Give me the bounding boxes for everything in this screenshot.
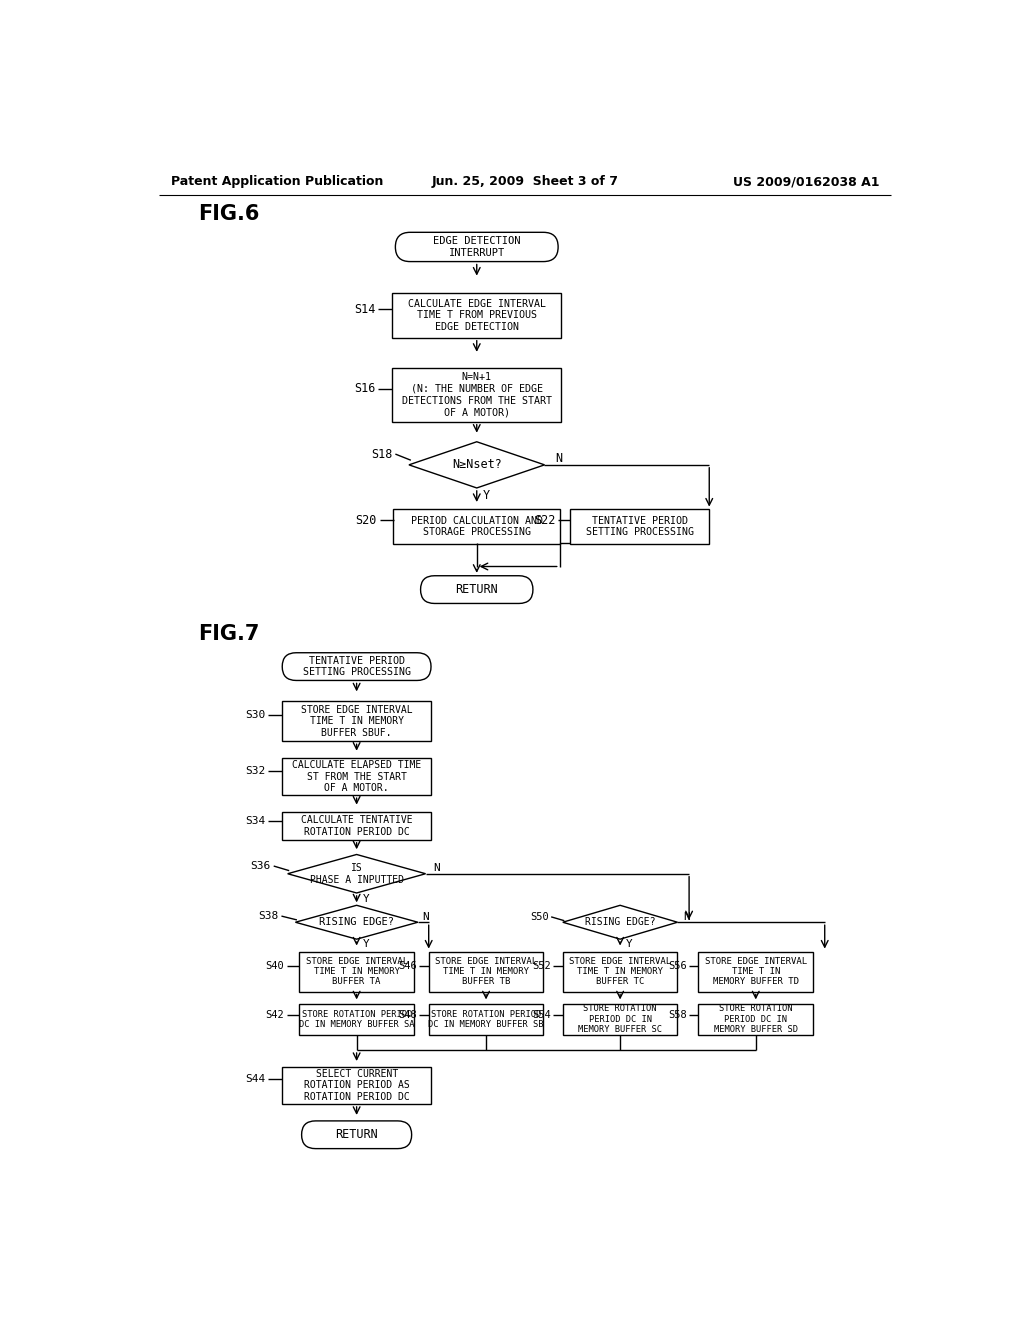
Text: S14: S14 xyxy=(354,302,375,315)
Bar xyxy=(569,510,710,544)
Text: N≥Nset?: N≥Nset? xyxy=(452,458,502,471)
Text: Y: Y xyxy=(362,894,370,904)
Text: CALCULATE EDGE INTERVAL
TIME T FROM PREVIOUS
EDGE DETECTION: CALCULATE EDGE INTERVAL TIME T FROM PREV… xyxy=(408,298,546,333)
Text: N: N xyxy=(555,453,562,465)
Text: S36: S36 xyxy=(250,861,270,871)
Text: RISING EDGE?: RISING EDGE? xyxy=(319,917,394,927)
Text: RETURN: RETURN xyxy=(456,583,498,597)
Text: S40: S40 xyxy=(265,961,284,972)
Text: STORE EDGE INTERVAL
TIME T IN
MEMORY BUFFER TD: STORE EDGE INTERVAL TIME T IN MEMORY BUF… xyxy=(705,957,807,986)
Text: TENTATIVE PERIOD
SETTING PROCESSING: TENTATIVE PERIOD SETTING PROCESSING xyxy=(303,656,411,677)
Text: STORE ROTATION
PERIOD DC IN
MEMORY BUFFER SC: STORE ROTATION PERIOD DC IN MEMORY BUFFE… xyxy=(579,1005,663,1034)
Bar xyxy=(698,1003,813,1035)
Text: SELECT CURRENT
ROTATION PERIOD AS
ROTATION PERIOD DC: SELECT CURRENT ROTATION PERIOD AS ROTATI… xyxy=(304,1069,410,1102)
Text: STORE EDGE INTERVAL
TIME T IN MEMORY
BUFFER TC: STORE EDGE INTERVAL TIME T IN MEMORY BUF… xyxy=(569,957,671,986)
Text: FIG.6: FIG.6 xyxy=(198,203,259,224)
Text: CALCULATE ELAPSED TIME
ST FROM THE START
OF A MOTOR.: CALCULATE ELAPSED TIME ST FROM THE START… xyxy=(292,760,421,793)
Text: STORE ROTATION PERIOD
DC IN MEMORY BUFFER SA: STORE ROTATION PERIOD DC IN MEMORY BUFFE… xyxy=(299,1010,415,1030)
Bar xyxy=(563,952,678,991)
Text: Jun. 25, 2009  Sheet 3 of 7: Jun. 25, 2009 Sheet 3 of 7 xyxy=(431,176,618,187)
Text: Patent Application Publication: Patent Application Publication xyxy=(171,176,383,187)
Text: Y: Y xyxy=(362,939,370,949)
Text: S16: S16 xyxy=(354,381,375,395)
Text: S46: S46 xyxy=(398,961,417,972)
Text: S42: S42 xyxy=(265,1010,284,1020)
Text: RISING EDGE?: RISING EDGE? xyxy=(585,917,655,927)
Text: S44: S44 xyxy=(245,1074,265,1084)
Text: STORE ROTATION PERIOD
DC IN MEMORY BUFFER SB: STORE ROTATION PERIOD DC IN MEMORY BUFFE… xyxy=(428,1010,544,1030)
Polygon shape xyxy=(563,906,678,940)
Text: S22: S22 xyxy=(535,513,556,527)
Polygon shape xyxy=(295,906,418,940)
Text: S52: S52 xyxy=(532,961,551,972)
FancyBboxPatch shape xyxy=(421,576,532,603)
Text: N: N xyxy=(684,912,690,921)
Text: STORE EDGE INTERVAL
TIME T IN MEMORY
BUFFER TB: STORE EDGE INTERVAL TIME T IN MEMORY BUF… xyxy=(435,957,538,986)
Text: STORE EDGE INTERVAL
TIME T IN MEMORY
BUFFER SBUF.: STORE EDGE INTERVAL TIME T IN MEMORY BUF… xyxy=(301,705,413,738)
Text: PERIOD CALCULATION AND
STORAGE PROCESSING: PERIOD CALCULATION AND STORAGE PROCESSIN… xyxy=(411,516,543,537)
Bar xyxy=(283,812,431,840)
Text: N: N xyxy=(423,912,429,921)
Bar xyxy=(698,952,813,991)
Bar xyxy=(429,1003,544,1035)
FancyBboxPatch shape xyxy=(302,1121,412,1148)
Bar xyxy=(393,510,560,544)
Text: Y: Y xyxy=(627,939,633,949)
Text: S30: S30 xyxy=(245,710,265,721)
Bar xyxy=(429,952,544,991)
Bar xyxy=(299,1003,414,1035)
Text: S18: S18 xyxy=(371,447,392,461)
Bar xyxy=(392,293,561,338)
Bar xyxy=(283,701,431,742)
Text: CALCULATE TENTATIVE
ROTATION PERIOD DC: CALCULATE TENTATIVE ROTATION PERIOD DC xyxy=(301,816,413,837)
Text: EDGE DETECTION
INTERRUPT: EDGE DETECTION INTERRUPT xyxy=(433,236,520,257)
Text: STORE ROTATION
PERIOD DC IN
MEMORY BUFFER SD: STORE ROTATION PERIOD DC IN MEMORY BUFFE… xyxy=(714,1005,798,1034)
Text: S54: S54 xyxy=(532,1010,551,1020)
Text: N: N xyxy=(433,862,440,873)
Text: STORE EDGE INTERVAL
TIME T IN MEMORY
BUFFER TA: STORE EDGE INTERVAL TIME T IN MEMORY BUF… xyxy=(305,957,408,986)
Text: S58: S58 xyxy=(668,1010,687,1020)
Text: US 2009/0162038 A1: US 2009/0162038 A1 xyxy=(733,176,880,187)
Text: S20: S20 xyxy=(355,513,377,527)
Bar xyxy=(299,952,414,991)
Bar xyxy=(283,1067,431,1104)
Text: N=N+1
(N: THE NUMBER OF EDGE
DETECTIONS FROM THE START
OF A MOTOR): N=N+1 (N: THE NUMBER OF EDGE DETECTIONS … xyxy=(401,372,552,417)
Text: Y: Y xyxy=(483,490,490,502)
Text: TENTATIVE PERIOD
SETTING PROCESSING: TENTATIVE PERIOD SETTING PROCESSING xyxy=(586,516,693,537)
Text: RETURN: RETURN xyxy=(335,1129,378,1142)
Bar xyxy=(563,1003,678,1035)
Text: S32: S32 xyxy=(245,766,265,776)
Bar xyxy=(283,758,431,795)
Text: S50: S50 xyxy=(530,912,549,921)
Polygon shape xyxy=(288,854,426,892)
Text: IS
PHASE A INPUTTED: IS PHASE A INPUTTED xyxy=(309,863,403,884)
Text: S38: S38 xyxy=(258,911,279,921)
Text: S34: S34 xyxy=(245,816,265,826)
FancyBboxPatch shape xyxy=(395,232,558,261)
Text: FIG.7: FIG.7 xyxy=(198,624,259,644)
Bar xyxy=(392,368,561,422)
Text: S48: S48 xyxy=(398,1010,417,1020)
FancyBboxPatch shape xyxy=(283,653,431,681)
Polygon shape xyxy=(409,442,545,488)
Text: S56: S56 xyxy=(668,961,687,972)
